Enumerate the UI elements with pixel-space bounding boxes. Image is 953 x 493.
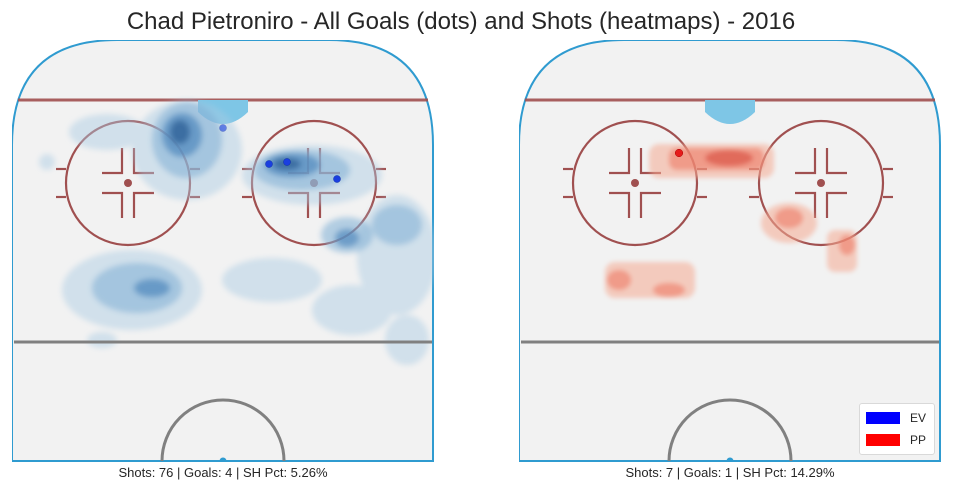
center-circle <box>160 398 286 462</box>
ev-heatmap <box>39 100 434 365</box>
ev-goal-dot <box>265 160 273 168</box>
pp-goal-markers <box>674 148 684 158</box>
center-dot <box>726 457 734 462</box>
legend-label-pp: PP <box>910 433 927 447</box>
pp-heatmap <box>605 144 857 298</box>
goal-crease <box>705 100 755 124</box>
pp-shot-summary: Shots: 7 | Goals: 1 | SH Pct: 14.29% <box>625 465 835 480</box>
ev-shot-summary: Shots: 76 | Goals: 4 | SH Pct: 5.26% <box>118 465 328 480</box>
rink-pp-panel <box>519 40 941 462</box>
rink-ev-panel <box>12 40 434 462</box>
ev-goal-markers <box>219 124 341 183</box>
legend-entry-pp: PP <box>866 432 926 448</box>
legend-label-ev: EV <box>910 411 927 425</box>
ev-goal-dot <box>219 124 227 132</box>
legend-swatch-ev <box>866 412 900 424</box>
faceoff-dot-right <box>817 179 825 187</box>
legend-swatch-pp <box>866 434 900 446</box>
center-circle <box>667 398 793 462</box>
faceoff-dot-left <box>631 179 639 187</box>
chart-title: Chad Pietroniro - All Goals (dots) and S… <box>126 8 796 35</box>
legend-entry-ev: EV <box>866 410 926 426</box>
pp-goal-dot <box>674 148 684 158</box>
legend: EV PP <box>859 403 935 455</box>
ice-surface <box>519 40 941 462</box>
ev-goal-dot <box>283 158 291 166</box>
center-dot <box>219 457 227 462</box>
faceoff-dot-left <box>124 179 132 187</box>
ev-goal-dot <box>333 175 341 183</box>
